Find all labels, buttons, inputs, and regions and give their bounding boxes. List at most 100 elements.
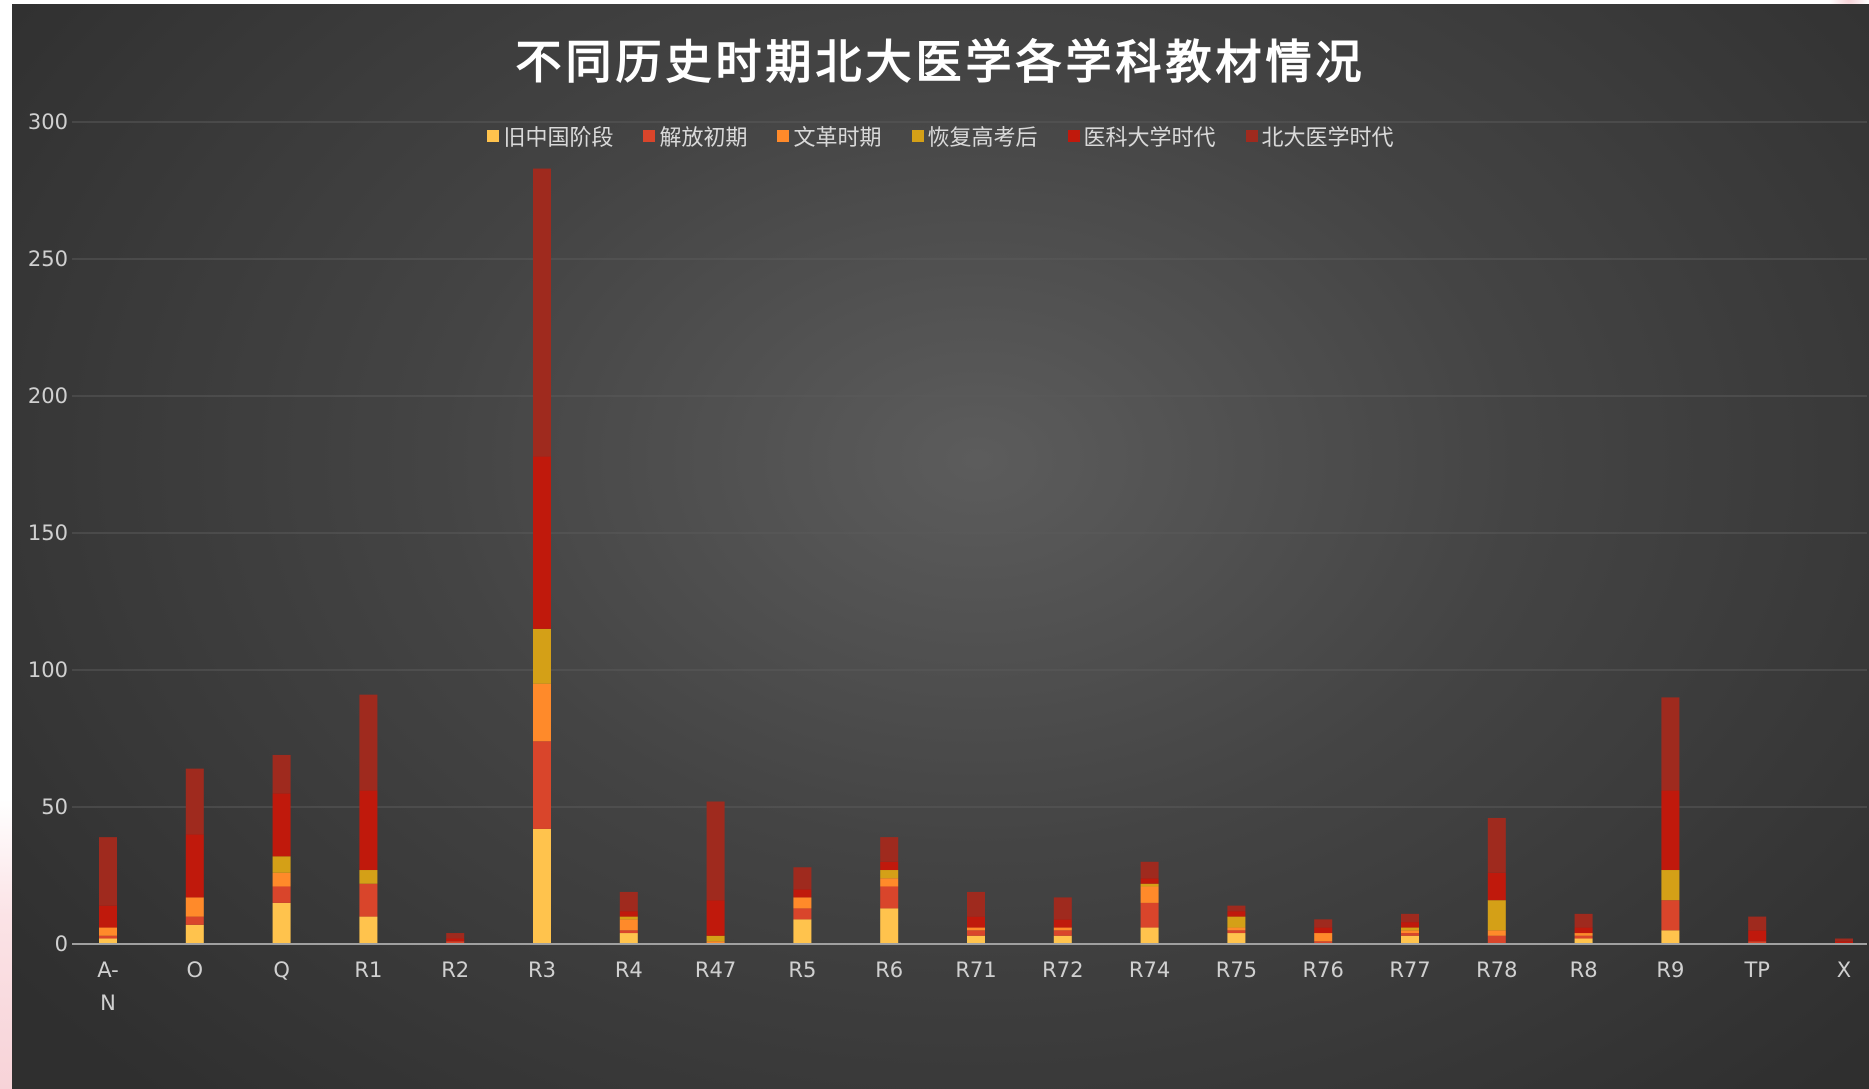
- bar-segment-R78-5: [1487, 817, 1506, 873]
- bar-segment-R74-4: [1140, 878, 1159, 884]
- bar-segment-R1-1: [359, 883, 378, 917]
- bar-segment-R77-1: [1401, 933, 1419, 936]
- bar-segment-R8-0: [1574, 938, 1593, 944]
- legend-item: 医科大学时代: [1067, 120, 1216, 152]
- bar-segment-R76-1: [1314, 941, 1333, 944]
- x-tick-label: A-N: [97, 958, 118, 1015]
- bar-segment-R9-1: [1661, 900, 1680, 931]
- bar-segment-R4-1: [619, 930, 638, 934]
- bar-segment-R74-1: [1140, 902, 1159, 928]
- chart-plot-area: 0 50 100 150 200 250 300 A-N O Q R1 R2 R3 R4 R47 R5 R6 R7…: [28, 110, 1867, 1015]
- bar-segment-R77-0: [1401, 935, 1419, 944]
- bar-segment-R78-4: [1487, 872, 1506, 901]
- legend-label: 北大医学时代: [1261, 126, 1394, 151]
- bar-segment-R75-5: [1227, 905, 1246, 912]
- bar-segment-R76-4: [1314, 927, 1333, 934]
- bar-segment-R77-3: [1401, 927, 1419, 931]
- bar-segment-R9-0: [1661, 930, 1680, 944]
- bar-segment-R1-5: [359, 694, 378, 791]
- bar-segment-R75-0: [1227, 933, 1246, 944]
- bar-segment-X-5: [1835, 938, 1853, 942]
- bar-segment-R9-3: [1661, 870, 1680, 901]
- legend-item: 恢复高考后: [911, 120, 1038, 152]
- x-tick-label: R47: [695, 958, 736, 982]
- bar-segment-R74-3: [1140, 883, 1159, 887]
- bar-segment-O-4: [185, 834, 204, 898]
- bar-segment-R75-1: [1227, 930, 1246, 934]
- bar-segment-R5-0: [793, 919, 812, 944]
- bar-segment-O-0: [185, 924, 204, 944]
- bar-segment-R75-2: [1227, 927, 1246, 931]
- x-tick-label: R75: [1216, 958, 1257, 982]
- bar-segment-X-4: [1835, 941, 1853, 944]
- bar-segment-R47-2: [706, 941, 725, 944]
- bar-segment-R9-5: [1661, 697, 1680, 791]
- x-tick-label: R8: [1570, 958, 1598, 982]
- x-tick-label: X: [1837, 958, 1851, 982]
- bar-segment-R76-5: [1314, 919, 1333, 928]
- legend-swatch: [1067, 130, 1080, 142]
- bar-segment-R78-3: [1487, 900, 1506, 931]
- bar-segment-R76-2: [1314, 933, 1333, 942]
- bar-segment-A-N-0: [99, 938, 117, 944]
- bar-segment-R71-4: [967, 916, 985, 928]
- bar-segment-A-N-4: [99, 905, 117, 928]
- bar-segment-Q-1: [272, 886, 291, 903]
- bar-segment-R6-0: [880, 908, 899, 944]
- bar-segment-TP-4: [1748, 930, 1767, 942]
- bar-segment-R72-5: [1053, 897, 1072, 920]
- y-tick-label: 100: [28, 658, 68, 682]
- legend-item: 旧中国阶段: [487, 120, 613, 152]
- bar-segment-O-5: [185, 768, 204, 835]
- chart-title: 不同历史时期北大医学各学科教材情况: [515, 35, 1366, 89]
- bar-segment-Q-3: [272, 856, 291, 873]
- x-tick-label: R4: [615, 958, 643, 982]
- legend-swatch: [1245, 130, 1258, 142]
- bar-segment-R74-0: [1140, 927, 1159, 944]
- y-tick-label: 0: [55, 932, 68, 956]
- bar-segment-R75-4: [1227, 911, 1246, 917]
- bar-segment-R78-1: [1487, 935, 1506, 944]
- bar-segment-TP-1: [1748, 941, 1767, 944]
- bar-segment-R47-3: [706, 935, 725, 942]
- x-tick-label: R77: [1389, 958, 1430, 982]
- bar-segment-A-N-1: [99, 935, 117, 939]
- x-tick-label: TP: [1743, 958, 1770, 982]
- chart-legend: 旧中国阶段 解放初期 文革时期 恢复高考后 医科大学时代 北大医学时代: [12, 120, 1869, 152]
- bar-segment-R6-1: [880, 886, 899, 909]
- bar-segment-TP-5: [1748, 916, 1767, 931]
- bar-segment-R8-5: [1574, 913, 1593, 928]
- legend-item: 北大医学时代: [1245, 120, 1394, 152]
- bar-segment-R74-2: [1140, 886, 1159, 903]
- bar-segment-R3-0: [533, 828, 551, 944]
- bar-segment-A-N-2: [99, 927, 117, 936]
- x-tick-label: R6: [875, 958, 903, 982]
- x-tick-label: R3: [528, 958, 556, 982]
- bar-segment-R3-1: [533, 741, 551, 829]
- bar-segment-R3-4: [533, 456, 551, 629]
- legend-label: 恢复高考后: [927, 126, 1038, 151]
- bar-segment-R74-5: [1140, 861, 1159, 879]
- bar-segment-R47-4: [706, 900, 725, 936]
- legend-swatch: [643, 130, 656, 142]
- bar-stacks: [99, 168, 1853, 944]
- bar-segment-R71-0: [967, 935, 985, 944]
- legend-label: 解放初期: [659, 126, 748, 151]
- legend-item: 文革时期: [777, 120, 882, 152]
- gridlines: [72, 121, 1867, 808]
- bar-segment-O-1: [185, 916, 204, 925]
- bar-segment-R5-2: [793, 897, 812, 909]
- bar-segment-O-2: [185, 897, 204, 917]
- bar-segment-R72-1: [1053, 930, 1072, 936]
- y-tick-label: 250: [28, 247, 68, 271]
- bar-segment-R71-5: [967, 891, 985, 917]
- bar-segment-R3-5: [533, 168, 551, 457]
- bar-segment-Q-5: [272, 754, 291, 794]
- bar-segment-R8-2: [1574, 933, 1593, 936]
- legend-label: 旧中国阶段: [503, 126, 614, 151]
- y-tick-label: 150: [28, 521, 68, 545]
- bar-segment-R78-2: [1487, 930, 1506, 936]
- legend-label: 文革时期: [793, 126, 882, 151]
- x-tick-label: R2: [441, 958, 469, 982]
- bar-segment-Q-4: [272, 793, 291, 857]
